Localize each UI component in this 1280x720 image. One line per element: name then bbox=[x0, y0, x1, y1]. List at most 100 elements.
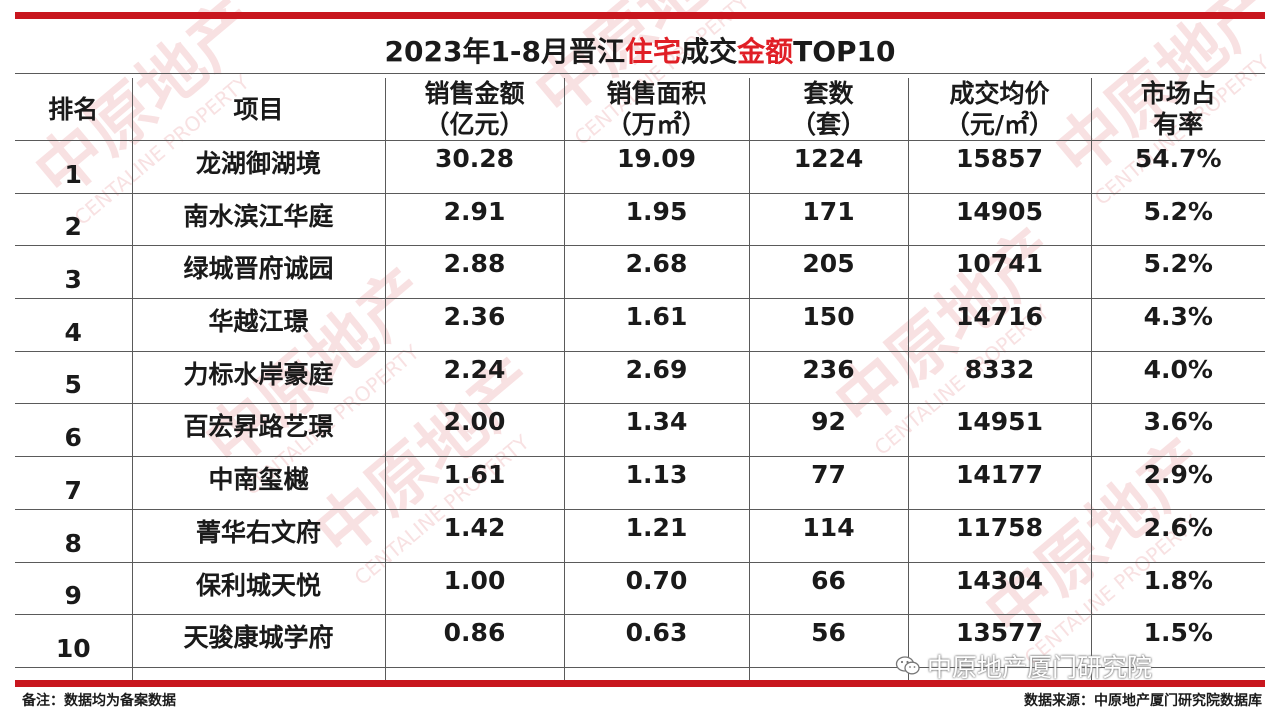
wechat-icon bbox=[895, 656, 920, 675]
cell-rank: 10 bbox=[15, 614, 133, 668]
cell-project: 华越江璟 bbox=[131, 298, 386, 352]
bottom-red-bar bbox=[15, 680, 1265, 687]
cell-area: 1.13 bbox=[563, 456, 750, 510]
cell-units: 150 bbox=[748, 298, 909, 352]
page-title: 2023年1-8月晋江住宅成交金额TOP10 bbox=[15, 30, 1265, 74]
header-market-share: 市场占 有率 bbox=[1090, 78, 1265, 141]
cell-amount: 1.00 bbox=[384, 562, 565, 616]
cell-units: 114 bbox=[748, 509, 909, 563]
table-row: 2 南水滨江华庭 2.91 1.95 171 14905 5.2% bbox=[15, 193, 1265, 247]
cell-avg-price: 15857 bbox=[907, 140, 1092, 194]
table-row: 3 绿城晋府诚园 2.88 2.68 205 10741 5.2% bbox=[15, 245, 1265, 300]
cell-amount: 2.24 bbox=[384, 351, 565, 405]
cell-area: 1.21 bbox=[563, 509, 750, 563]
cell-market-share: 1.5% bbox=[1090, 614, 1265, 668]
cell-area: 0.63 bbox=[563, 614, 750, 668]
ranking-table: 排名 项目 销售金额 （亿元） 销售面积 （万㎡） 套数 （套） 成交均价 （元/㎡） … bbox=[15, 78, 1265, 668]
cell-units: 171 bbox=[748, 193, 909, 247]
title-highlight-amount: 金额 bbox=[737, 35, 794, 68]
table-row: 1 龙湖御湖境 30.28 19.09 1224 15857 54.7% bbox=[15, 140, 1265, 194]
cell-rank: 3 bbox=[15, 245, 133, 300]
brand-text: 中原地产厦门研究院 bbox=[927, 653, 1153, 682]
cell-units: 56 bbox=[748, 614, 909, 668]
cell-amount: 2.91 bbox=[384, 193, 565, 247]
cell-area: 0.70 bbox=[563, 562, 750, 616]
cell-market-share: 2.6% bbox=[1090, 509, 1265, 563]
cell-project: 天骏康城学府 bbox=[131, 614, 386, 668]
cell-amount: 2.36 bbox=[384, 298, 565, 352]
cell-units: 205 bbox=[748, 245, 909, 300]
title-highlight-residential: 住宅 bbox=[625, 35, 682, 68]
cell-project: 保利城天悦 bbox=[131, 562, 386, 616]
table-row: 6 百宏昇路艺璟 2.00 1.34 92 14951 3.6% bbox=[15, 403, 1265, 458]
title-suffix: TOP10 bbox=[793, 35, 896, 68]
cell-market-share: 2.9% bbox=[1090, 456, 1265, 510]
cell-amount: 1.42 bbox=[384, 509, 565, 563]
cell-units: 66 bbox=[748, 562, 909, 616]
cell-avg-price: 10741 bbox=[907, 245, 1092, 300]
header-units: 套数 （套） bbox=[748, 78, 909, 141]
cell-rank: 4 bbox=[15, 298, 133, 352]
data-source: 数据来源：中原地产厦门研究院数据库 bbox=[1024, 693, 1262, 709]
cell-amount: 30.28 bbox=[384, 140, 565, 194]
cell-amount: 1.61 bbox=[384, 456, 565, 510]
table-row: 9 保利城天悦 1.00 0.70 66 14304 1.8% bbox=[15, 562, 1265, 616]
cell-project: 南水滨江华庭 bbox=[131, 193, 386, 247]
table-row: 10 天骏康城学府 0.86 0.63 56 13577 1.5% bbox=[15, 614, 1265, 668]
cell-market-share: 1.8% bbox=[1090, 562, 1265, 616]
cell-avg-price: 14951 bbox=[907, 403, 1092, 458]
cell-avg-price: 14905 bbox=[907, 193, 1092, 247]
table-row: 5 力标水岸豪庭 2.24 2.69 236 8332 4.0% bbox=[15, 351, 1265, 405]
cell-units: 236 bbox=[748, 351, 909, 405]
cell-market-share: 4.3% bbox=[1090, 298, 1265, 352]
cell-rank: 2 bbox=[15, 193, 133, 247]
cell-rank: 1 bbox=[15, 140, 133, 194]
cell-rank: 8 bbox=[15, 509, 133, 563]
cell-market-share: 5.2% bbox=[1090, 193, 1265, 247]
cell-project: 百宏昇路艺璟 bbox=[131, 403, 386, 458]
cell-amount: 2.88 bbox=[384, 245, 565, 300]
cell-area: 19.09 bbox=[563, 140, 750, 194]
brand-credit: 中原地产厦门研究院 bbox=[895, 648, 1152, 684]
title-prefix: 2023年1-8月晋江 bbox=[384, 35, 626, 68]
header-project: 项目 bbox=[131, 78, 386, 141]
cell-project: 中南玺樾 bbox=[131, 456, 386, 510]
cell-amount: 2.00 bbox=[384, 403, 565, 458]
cell-project: 绿城晋府诚园 bbox=[131, 245, 386, 300]
cell-project: 龙湖御湖境 bbox=[131, 140, 386, 194]
cell-units: 77 bbox=[748, 456, 909, 510]
cell-units: 1224 bbox=[748, 140, 909, 194]
cell-avg-price: 14304 bbox=[907, 562, 1092, 616]
cell-avg-price: 13577 bbox=[907, 614, 1092, 668]
cell-area: 2.69 bbox=[563, 351, 750, 405]
header-rank: 排名 bbox=[15, 78, 133, 141]
cell-units: 92 bbox=[748, 403, 909, 458]
cell-market-share: 54.7% bbox=[1090, 140, 1265, 194]
cell-area: 2.68 bbox=[563, 245, 750, 300]
cell-rank: 5 bbox=[15, 351, 133, 405]
cell-market-share: 3.6% bbox=[1090, 403, 1265, 458]
cell-avg-price: 14716 bbox=[907, 298, 1092, 352]
cell-avg-price: 8332 bbox=[907, 351, 1092, 405]
cell-area: 1.95 bbox=[563, 193, 750, 247]
cell-rank: 9 bbox=[15, 562, 133, 616]
header-amount: 销售金额 （亿元） bbox=[384, 78, 565, 141]
table-row: 4 华越江璟 2.36 1.61 150 14716 4.3% bbox=[15, 298, 1265, 352]
top-red-bar bbox=[15, 12, 1265, 19]
cell-rank: 7 bbox=[15, 456, 133, 510]
cell-project: 菁华右文府 bbox=[131, 509, 386, 563]
title-middle: 成交 bbox=[681, 35, 738, 68]
cell-area: 1.34 bbox=[563, 403, 750, 458]
cell-avg-price: 14177 bbox=[907, 456, 1092, 510]
table-header-row: 排名 项目 销售金额 （亿元） 销售面积 （万㎡） 套数 （套） 成交均价 （元/㎡） … bbox=[15, 78, 1265, 141]
table-row: 8 菁华右文府 1.42 1.21 114 11758 2.6% bbox=[15, 509, 1265, 563]
header-area: 销售面积 （万㎡） bbox=[563, 78, 750, 141]
cell-market-share: 5.2% bbox=[1090, 245, 1265, 300]
table-row: 7 中南玺樾 1.61 1.13 77 14177 2.9% bbox=[15, 456, 1265, 510]
cell-area: 1.61 bbox=[563, 298, 750, 352]
cell-avg-price: 11758 bbox=[907, 509, 1092, 563]
cell-amount: 0.86 bbox=[384, 614, 565, 668]
footnote: 备注：数据均为备案数据 bbox=[22, 693, 176, 709]
header-avg-price: 成交均价 （元/㎡） bbox=[907, 78, 1092, 141]
cell-rank: 6 bbox=[15, 403, 133, 458]
